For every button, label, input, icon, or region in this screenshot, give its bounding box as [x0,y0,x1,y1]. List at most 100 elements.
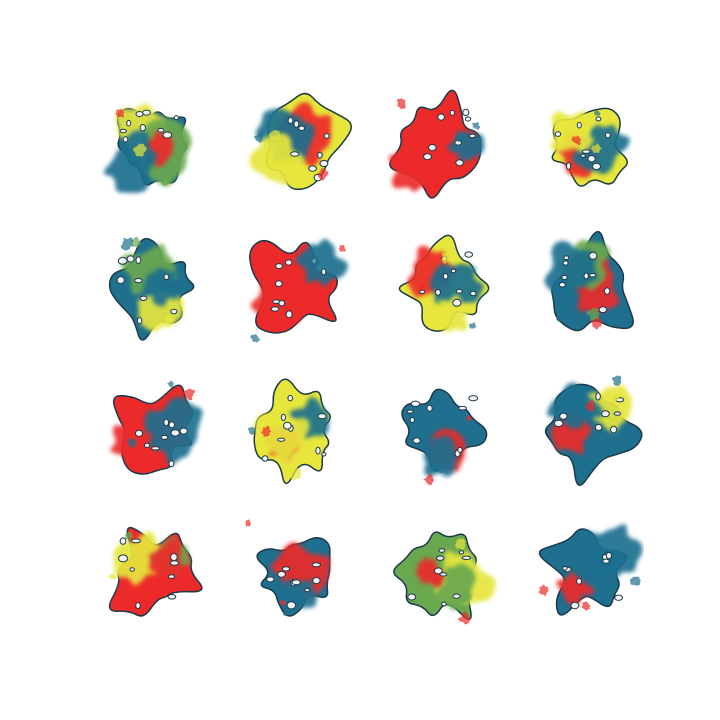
blob-hole [464,116,472,122]
blob-hole [168,421,176,429]
blob-hole [270,306,280,312]
blob-hole [559,412,568,420]
blob-hole [170,429,180,437]
blob-hole [437,113,445,121]
blob-fragment [468,322,477,329]
blob-fragment [456,132,466,143]
blob-fragment [338,245,346,252]
color-patch-blue [582,524,643,579]
blob-hole [602,558,610,564]
sample-tile-r2c1 [96,228,208,348]
blob-hole [428,144,437,152]
blob-hole [167,574,176,579]
blob-hole [280,413,287,422]
blob-hole [595,116,602,122]
blob-hole [119,537,127,545]
blob-fragment [250,333,261,343]
blob-hole [275,280,283,288]
blob-hole [576,121,582,129]
blob-fragment [581,601,591,611]
blob-hole [287,116,294,125]
blob-hole [323,133,330,139]
blob-fragment [465,414,472,422]
blob-fragment [183,388,196,401]
blob-hole [588,251,598,260]
blob-hole [162,131,173,139]
blob-fragment [289,467,302,481]
blob-hole [170,553,178,562]
blob-hole [458,550,465,555]
blob-fragment [160,176,170,187]
blob-hole [168,460,175,468]
blob-hole [442,273,449,280]
blob-fragment [586,307,600,321]
color-patch-blue [142,268,179,307]
blob-hole [298,125,306,132]
blob-hole [290,151,300,157]
blob-hole [173,115,180,121]
blob-hole [566,162,572,170]
blob-hole [468,395,479,402]
blob-hole [576,577,583,585]
blob-hole [285,310,293,319]
blob-fragment [127,438,137,449]
blob-hole [116,276,125,285]
blob-hole [291,579,301,586]
blob-hole [410,400,421,407]
blob-fragment [124,531,134,540]
color-patch-blue [423,435,458,477]
blob-hole [160,434,169,440]
blob-hole [281,566,291,572]
blob-fragment [130,236,142,248]
sample-tile-r2c2 [240,228,352,348]
blob-fragment [268,129,281,141]
blob-hole [285,259,293,266]
sample-tile-r1c1 [96,86,208,206]
blob-hole [287,394,294,402]
blob-hole [142,109,151,116]
sample-tile-r1c4 [532,86,644,206]
blob-hole [277,437,286,442]
blob-hole [139,124,146,132]
blob-fragment [611,375,622,386]
blob-hole [315,446,321,455]
blob-hole [409,417,415,423]
blob-fragment [611,393,620,402]
blob-fragment [418,282,425,289]
blob-image [388,89,485,199]
blob-hole [464,251,473,258]
blob-fragment [441,252,453,264]
blob-hole [419,289,426,294]
blob-image [401,388,488,485]
color-patch-yellow [249,133,305,186]
blob-fragment [144,580,151,587]
blob-hole [450,268,457,274]
color-patch-blue [544,240,599,295]
blob-hole [144,442,151,449]
blob-hole [562,260,569,266]
blob-hole [468,133,477,139]
blob-hole [570,601,580,610]
blob-hole [435,289,441,296]
blob-fragment [591,143,602,154]
color-patch-red [556,571,595,608]
blob-hole [605,552,613,560]
blob-hole [594,424,603,431]
blob-image [108,236,195,341]
sample-tile-r1c3 [386,86,498,206]
blob-hole [461,555,472,560]
blob-hole [452,593,461,599]
blob-hole [605,132,611,139]
color-patch-yellow [551,111,597,153]
blob-fragment [571,136,582,145]
blob-hole [304,588,310,593]
blob-hole [157,127,165,133]
blob-fragment [120,237,134,251]
blob-hole [426,404,433,412]
blob-hole [441,601,447,607]
blob-fragment [254,133,263,143]
blob-hole [458,405,467,411]
blob-fragment [397,98,406,110]
sample-tile-r3c1 [96,370,208,490]
